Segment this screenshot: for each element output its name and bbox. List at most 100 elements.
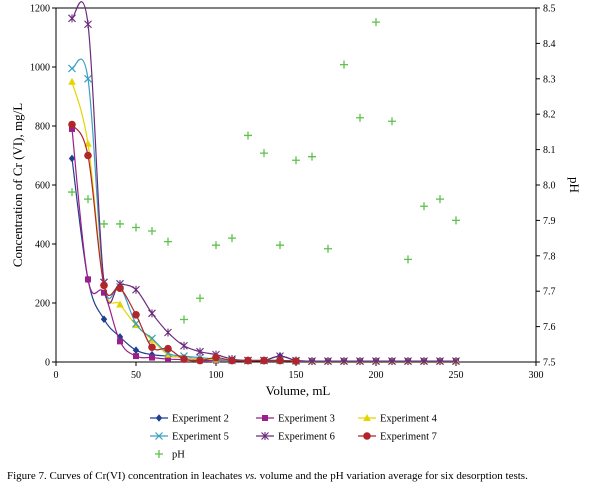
series-experiment-3 [69, 125, 459, 365]
data-point [68, 77, 76, 85]
data-point [117, 338, 123, 345]
data-point [436, 195, 444, 204]
y2-tick-label: 7.9 [543, 216, 556, 227]
data-point [164, 328, 172, 337]
axes: 0 50 100 150 200 250 300 0 200 400 600 800 1000 1200 7… [30, 4, 556, 382]
figure-caption: Figure 7. Curves of Cr(VI) concentration… [7, 470, 528, 482]
x-tick-label: 250 [449, 370, 464, 381]
data-point [132, 311, 140, 319]
legend-label: Experiment 7 [380, 432, 437, 443]
y-tick-label: 1200 [30, 4, 50, 15]
data-point [324, 357, 332, 366]
legend-item: Experiment 6 [256, 432, 335, 443]
data-point [340, 60, 348, 69]
data-point [84, 20, 92, 29]
data-point [212, 241, 220, 250]
data-point [68, 154, 76, 163]
legend-marker [155, 414, 163, 422]
data-point [276, 356, 284, 365]
data-point [260, 356, 268, 365]
series-experiment-2 [68, 154, 460, 365]
x-tick-label: 300 [529, 370, 544, 381]
data-point [116, 284, 124, 293]
y2-tick-label: 7.7 [543, 287, 556, 298]
data-point [180, 341, 188, 350]
data-point [452, 216, 460, 225]
y-tick-label: 0 [45, 358, 50, 369]
y2-tick-label: 8.0 [543, 181, 556, 192]
y2-tick-label: 8.2 [543, 110, 556, 121]
y2-tick-label: 8.4 [543, 39, 556, 50]
legend-label: Experiment 2 [172, 414, 229, 425]
series-layer [68, 1, 460, 366]
x-tick-label: 150 [289, 370, 304, 381]
data-point [292, 357, 300, 365]
y-tick-label: 800 [35, 122, 50, 133]
data-point [420, 202, 428, 211]
y-tick-label: 200 [35, 299, 50, 310]
legend-marker [155, 450, 163, 458]
data-point [228, 356, 236, 365]
series-line [71, 58, 456, 362]
legend-label: Experiment 3 [278, 414, 335, 425]
legend-marker [363, 414, 371, 421]
data-point [101, 289, 107, 296]
series-line [71, 158, 456, 362]
data-point [84, 195, 92, 204]
data-point [148, 343, 156, 352]
data-point [372, 357, 380, 366]
series-line [71, 124, 297, 362]
data-point [68, 64, 76, 73]
data-point [196, 356, 204, 365]
data-point [388, 357, 396, 366]
data-point [164, 237, 172, 246]
plot-area-frame [55, 7, 537, 363]
data-point [148, 334, 156, 343]
data-point [228, 234, 236, 243]
data-point [260, 149, 268, 158]
legend-marker [261, 432, 269, 440]
series-experiment-6 [68, 1, 460, 366]
y-tick-label: 1000 [30, 63, 50, 74]
data-point [372, 18, 380, 27]
data-point [404, 255, 412, 264]
data-point [148, 227, 156, 236]
legend-item: Experiment 4 [358, 414, 438, 425]
data-point [149, 354, 155, 361]
data-point [324, 244, 332, 253]
data-point [292, 156, 300, 165]
data-point [404, 357, 412, 366]
data-point [276, 241, 284, 250]
data-point [196, 347, 204, 356]
legend-marker [363, 432, 371, 440]
legend-marker [155, 432, 163, 440]
data-point [84, 74, 92, 83]
data-point [116, 219, 124, 228]
data-point [308, 357, 316, 366]
series-experiment-5 [68, 58, 460, 366]
data-point [68, 14, 76, 23]
x-axis-title: Volume, mL [266, 383, 331, 398]
data-point [196, 294, 204, 303]
data-point [180, 315, 188, 324]
data-point [100, 315, 108, 324]
legend-label: Experiment 4 [380, 414, 438, 425]
series-line [71, 128, 456, 362]
data-point [452, 357, 460, 366]
data-point [420, 357, 428, 366]
data-point [180, 355, 188, 363]
data-point [100, 219, 108, 228]
data-point [340, 357, 348, 366]
data-point [132, 319, 140, 328]
data-point [132, 285, 140, 294]
data-point [436, 357, 444, 366]
legend-label: Experiment 5 [172, 432, 229, 443]
data-point [388, 117, 396, 126]
legend-label: Experiment 6 [278, 432, 335, 443]
legend-item: Experiment 3 [256, 414, 335, 425]
y2-tick-label: 8.5 [543, 4, 556, 15]
data-point [68, 188, 76, 197]
series-experiment-7 [68, 120, 300, 365]
data-point [116, 333, 124, 341]
y2-axis-title: pH [567, 177, 582, 193]
